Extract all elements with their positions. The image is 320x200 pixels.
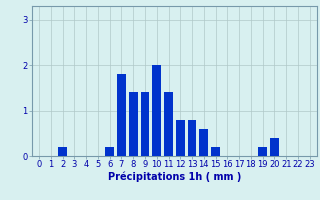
Bar	[129, 92, 138, 156]
Bar	[105, 147, 114, 156]
Bar	[211, 147, 220, 156]
Bar	[199, 129, 208, 156]
Bar	[152, 65, 161, 156]
Bar	[258, 147, 267, 156]
Bar	[176, 120, 185, 156]
Bar	[270, 138, 279, 156]
Bar	[140, 92, 149, 156]
Bar	[58, 147, 67, 156]
X-axis label: Précipitations 1h ( mm ): Précipitations 1h ( mm )	[108, 172, 241, 182]
Bar	[164, 92, 173, 156]
Bar	[188, 120, 196, 156]
Bar	[117, 74, 126, 156]
